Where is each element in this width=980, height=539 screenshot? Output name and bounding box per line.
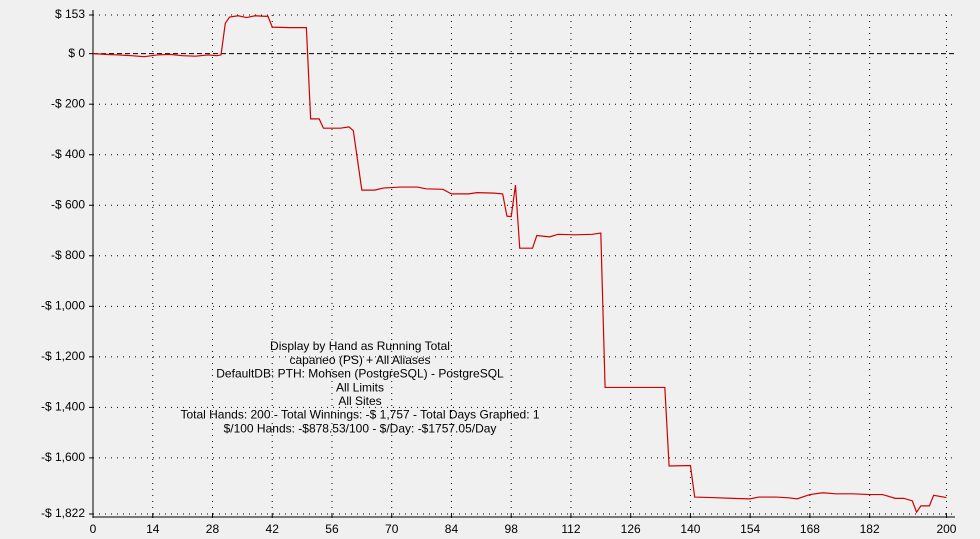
y-tick-label: -$ 1,822 (41, 506, 85, 520)
annotation: All Sites (338, 394, 381, 408)
series-line (92, 15, 947, 514)
y-tick-label: -$ 200 (51, 96, 85, 110)
annotation: All Limits (336, 380, 384, 394)
x-tick-label: 182 (860, 522, 880, 536)
x-tick-label: 112 (561, 522, 580, 536)
x-tick-label: 14 (146, 522, 160, 536)
y-tick-label: -$ 1,600 (41, 450, 85, 464)
x-tick-label: 28 (206, 522, 220, 536)
annotation: Display by Hand as Running Total (270, 339, 450, 353)
annotation: DefaultDB: PTH: Mohsen (PostgreSQL) - Po… (216, 367, 504, 381)
x-tick-label: 84 (445, 522, 459, 536)
x-tick-label: 154 (740, 522, 760, 536)
x-tick-label: 200 (936, 522, 956, 536)
x-tick-label: 56 (325, 522, 339, 536)
x-tick-label: 70 (385, 522, 399, 536)
y-tick-label: -$ 400 (51, 147, 85, 161)
x-tick-label: 98 (505, 522, 519, 536)
annotation: capaneo (PS) + All Aliases (289, 353, 430, 367)
x-tick-label: 168 (800, 522, 820, 536)
annotation: Total Hands: 200 - Total Winnings: -$ 1,… (180, 408, 539, 422)
x-tick-label: 126 (621, 522, 641, 536)
y-tick-label: -$ 800 (51, 248, 85, 262)
y-tick-label: $ 153 (55, 7, 85, 21)
y-tick-label: $ 0 (68, 46, 85, 60)
y-tick-label: -$ 1,000 (41, 298, 85, 312)
y-tick-label: -$ 600 (51, 197, 85, 211)
y-tick-label: -$ 1,200 (41, 349, 85, 363)
annotation: $/100 Hands: -$878.53/100 - $/Day: -$175… (224, 421, 497, 435)
x-tick-label: 0 (90, 522, 97, 536)
x-tick-label: 140 (680, 522, 700, 536)
x-tick-label: 42 (266, 522, 280, 536)
y-tick-label: -$ 1,400 (41, 400, 85, 414)
